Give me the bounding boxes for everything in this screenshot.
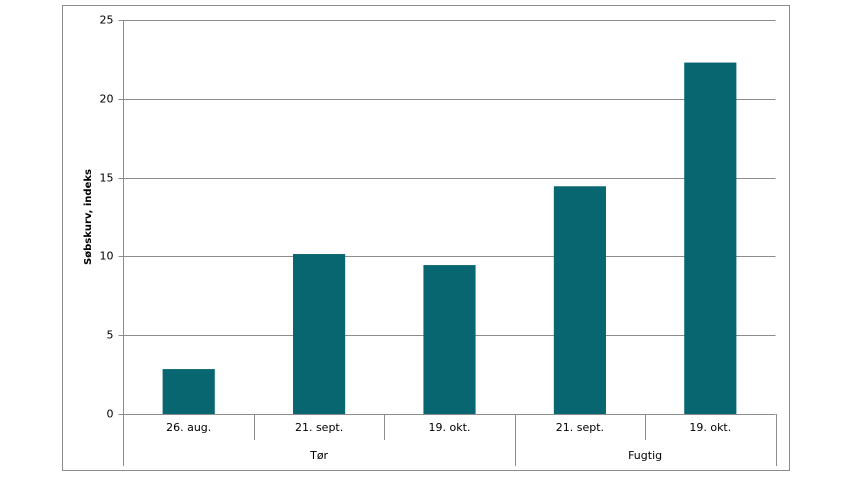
bar [423, 265, 476, 414]
group-label: Tør [309, 449, 328, 462]
x-tick-label: 26. aug. [166, 421, 211, 434]
bar [684, 62, 737, 414]
x-tick-label: 19. okt. [689, 421, 731, 434]
bar [162, 369, 215, 414]
y-tick-label: 20 [100, 93, 114, 106]
y-tick-label: 15 [100, 172, 114, 185]
y-tick-label: 10 [100, 250, 114, 263]
x-tick-label: 21. sept. [295, 421, 343, 434]
y-tick-label: 0 [107, 408, 114, 421]
y-tick-label: 5 [107, 329, 114, 342]
y-axis-title: Søbskurv, indeks [83, 169, 94, 265]
group-label: Fugtig [628, 449, 662, 462]
bar [293, 254, 346, 414]
y-tick-label: 25 [100, 14, 114, 27]
bar [553, 186, 606, 414]
x-tick-label: 21. sept. [556, 421, 604, 434]
x-tick-label: 19. okt. [429, 421, 471, 434]
